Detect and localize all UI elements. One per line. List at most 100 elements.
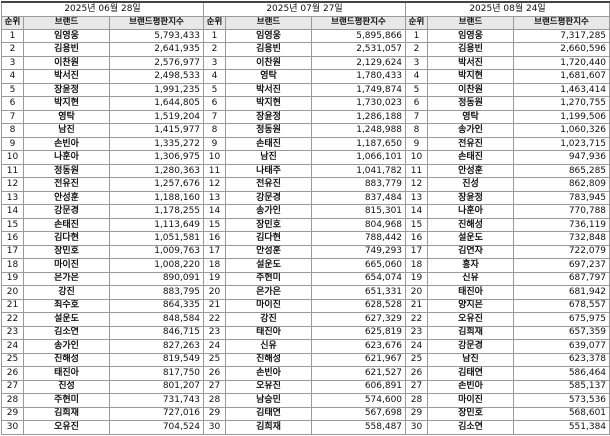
rank-cell: 20 [203, 285, 226, 300]
index-value-cell: 1,519,204 [108, 109, 205, 125]
table-row: 26 손빈아 621,527 [203, 366, 407, 381]
rank-cell: 4 [405, 69, 428, 84]
table-row: 10 나훈아 1,306,975 [1, 150, 205, 165]
table-row: 21 최수호 864,335 [1, 298, 205, 314]
table-row: 24 강문경 639,077 [405, 339, 610, 354]
rank-cell: 1 [405, 28, 428, 44]
rank-cell: 30 [405, 420, 428, 435]
rank-cell: 10 [1, 150, 24, 165]
table-row: 18 홍자 697,237 [405, 258, 610, 273]
index-value-cell: 2,660,596 [512, 42, 610, 57]
index-value-cell: 681,942 [512, 285, 610, 300]
rank-cell: 11 [1, 163, 24, 179]
rank-cell: 6 [1, 96, 24, 111]
index-value-cell: 1,008,220 [108, 258, 205, 273]
table-row: 30 김희재 558,487 [203, 420, 407, 435]
table-row: 1 임영웅 5,793,433 [1, 28, 205, 44]
table-row: 19 주현미 654,074 [203, 271, 407, 287]
rank-cell: 26 [203, 366, 226, 381]
rank-cell: 7 [405, 109, 428, 125]
index-value-cell: 732,848 [512, 231, 610, 246]
rank-cell: 11 [203, 163, 226, 179]
rank-cell: 28 [405, 393, 428, 408]
index-value-cell: 687,797 [512, 271, 610, 287]
brand-name-cell: 영탁 [427, 109, 514, 125]
brand-name-cell: 남진 [427, 352, 514, 368]
index-value-cell: 628,528 [310, 298, 407, 314]
index-value-cell: 5,895,866 [310, 28, 407, 44]
table-row: 25 진해성 819,549 [1, 352, 205, 368]
table-row: 17 안성훈 749,293 [203, 244, 407, 260]
table-row: 23 김희재 657,359 [405, 325, 610, 341]
rank-cell: 23 [203, 325, 226, 341]
index-value-cell: 1,463,414 [512, 82, 610, 98]
table-row: 23 김소연 846,715 [1, 325, 205, 341]
brand-name-cell: 마이진 [225, 298, 312, 314]
rank-cell: 3 [405, 55, 428, 71]
table-row: 16 김다현 788,442 [203, 231, 407, 246]
brand-name-cell: 은가은 [225, 285, 312, 300]
table-row: 26 태진아 817,750 [1, 366, 205, 381]
brand-name-cell: 신유 [427, 271, 514, 287]
brand-name-cell: 나훈아 [23, 150, 110, 165]
index-value-cell: 1,023,715 [512, 136, 610, 152]
table-row: 18 마이진 1,008,220 [1, 258, 205, 273]
table-row: 19 은가은 890,091 [1, 271, 205, 287]
table-row: 13 안성훈 1,188,160 [1, 190, 205, 206]
index-value-cell: 815,301 [310, 204, 407, 219]
rank-cell: 1 [1, 28, 24, 44]
rank-header: 순위 [405, 15, 428, 31]
table-row: 20 태진아 681,942 [405, 285, 610, 300]
brand-name-cell: 김연자 [427, 244, 514, 260]
table-row: 9 전유진 1,023,715 [405, 136, 610, 152]
brand-header: 브랜드 [23, 15, 110, 31]
table-row: 4 영탁 1,780,433 [203, 69, 407, 84]
index-value-cell: 606,891 [310, 379, 407, 395]
brand-name-cell: 박서진 [23, 69, 110, 84]
index-value-cell: 586,464 [512, 366, 610, 381]
rank-cell: 5 [203, 82, 226, 98]
brand-name-cell: 박서진 [225, 82, 312, 98]
table-row: 10 손태진 947,936 [405, 150, 610, 165]
table-row: 10 남진 1,066,101 [203, 150, 407, 165]
index-value-cell: 1,257,676 [108, 177, 205, 192]
brand-name-cell: 남진 [23, 123, 110, 138]
rank-cell: 29 [1, 406, 24, 422]
table-row: 25 진해성 621,967 [203, 352, 407, 368]
index-value-cell: 804,968 [310, 217, 407, 233]
index-value-cell: 1,188,160 [108, 190, 205, 206]
rank-cell: 26 [1, 366, 24, 381]
index-value-cell: 623,378 [512, 352, 610, 368]
brand-name-cell: 장민호 [427, 406, 514, 422]
index-value-cell: 947,936 [512, 150, 610, 165]
rank-cell: 6 [405, 96, 428, 111]
ranking-table-3: 2025년 08월 24일 순위 브랜드 브랜드평판지수 1 임영웅 7,317,285 2 김… [404, 1, 610, 435]
rank-cell: 30 [203, 420, 226, 435]
rank-cell: 24 [203, 339, 226, 354]
rank-cell: 12 [1, 177, 24, 192]
index-value-cell: 1,720,440 [512, 55, 610, 71]
rank-cell: 13 [203, 190, 226, 206]
brand-name-cell: 김소연 [427, 420, 514, 435]
rank-header: 순위 [1, 15, 24, 31]
index-value-cell: 837,484 [310, 190, 407, 206]
rank-cell: 29 [203, 406, 226, 422]
rank-cell: 14 [405, 204, 428, 219]
index-value-cell: 551,384 [512, 420, 610, 435]
index-value-cell: 1,041,782 [310, 163, 407, 179]
brand-name-cell: 임영웅 [225, 28, 312, 44]
brand-name-cell: 오유진 [427, 312, 514, 327]
table-row: 20 은가은 651,331 [203, 285, 407, 300]
table-row: 2 김용빈 2,531,057 [203, 42, 407, 57]
rank-cell: 28 [203, 393, 226, 408]
rank-cell: 25 [1, 352, 24, 368]
table-row: 30 김소연 551,384 [405, 420, 610, 435]
brand-name-cell: 박서진 [427, 55, 514, 71]
rank-cell: 18 [1, 258, 24, 273]
brand-name-cell: 손태진 [23, 217, 110, 233]
index-value-cell: 651,331 [310, 285, 407, 300]
rank-cell: 17 [405, 244, 428, 260]
rank-cell: 26 [405, 366, 428, 381]
header-row: 순위 브랜드 브랜드평판지수 [1, 15, 205, 31]
rank-cell: 7 [203, 109, 226, 125]
